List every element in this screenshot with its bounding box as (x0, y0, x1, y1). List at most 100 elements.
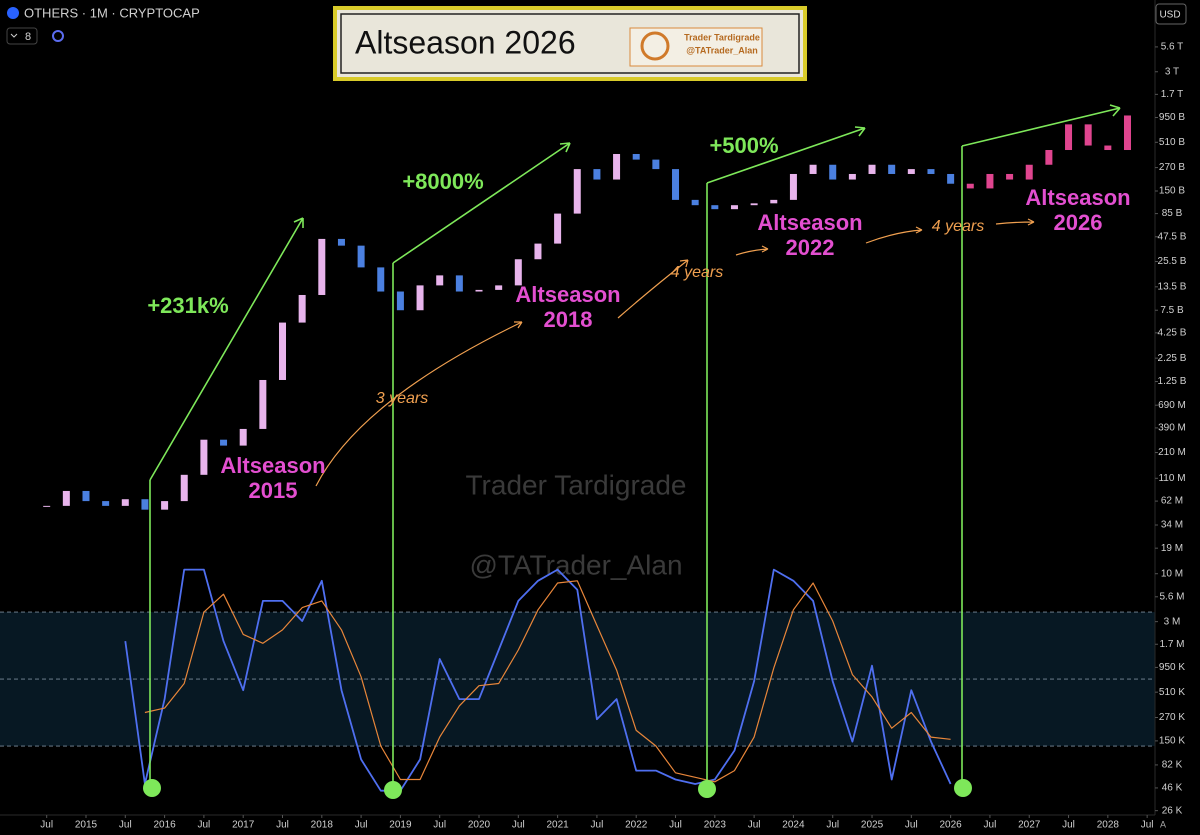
candle (180, 474, 188, 502)
indicator-toggle[interactable] (6, 27, 38, 45)
y-tick-label: 82 K (1162, 760, 1183, 771)
x-tick-label: Jul (355, 820, 368, 831)
candle (298, 294, 306, 323)
candle (1065, 124, 1073, 151)
candle (475, 289, 483, 292)
y-tick-label: 510 K (1159, 687, 1185, 698)
y-tick-label: 34 M (1161, 520, 1183, 531)
logo-icon (640, 31, 670, 61)
y-tick-label: 3 T (1165, 66, 1179, 77)
candle (966, 183, 974, 189)
trend-arrows (149, 104, 1121, 790)
candle (770, 199, 778, 204)
candle (1104, 145, 1112, 151)
y-tick-label: 7.5 B (1160, 305, 1184, 316)
candle (239, 428, 247, 446)
y-tick-label: 1.7 T (1161, 89, 1184, 100)
y-tick-label: 270 K (1159, 712, 1185, 723)
candle (750, 203, 758, 206)
y-tick-label: 46 K (1162, 783, 1183, 794)
candle (947, 173, 955, 184)
y-tick-label: 1.25 B (1158, 376, 1187, 387)
candle (121, 499, 129, 506)
currency: USD (1159, 10, 1180, 21)
candle (613, 153, 621, 180)
y-tick-label: 110 M (1158, 473, 1185, 484)
y-tick-label: 19 M (1161, 543, 1183, 554)
candle (455, 275, 463, 292)
x-tick-label: Jul (905, 820, 918, 831)
candle (357, 245, 365, 268)
x-tick-label: 2026 (940, 820, 963, 831)
time-arrows (315, 218, 1035, 487)
symbol-icon (7, 7, 19, 19)
candle (141, 499, 149, 510)
oscillator-line (124, 568, 952, 792)
x-tick-label: 2017 (232, 820, 255, 831)
x-tick-label: Jul (1141, 820, 1154, 831)
y-tick-label: 270 B (1159, 162, 1185, 173)
x-tick-label: Jul (669, 820, 682, 831)
candle (1045, 150, 1053, 165)
auto-scale[interactable]: A (1160, 819, 1166, 829)
annotation: Altseason (757, 210, 862, 235)
y-tick-label: 4.25 B (1158, 327, 1187, 338)
candle (318, 238, 326, 295)
candle (377, 267, 385, 292)
y-tick-label: 47.5 B (1158, 231, 1187, 242)
x-tick-label: 2015 (75, 820, 98, 831)
candle (1006, 173, 1014, 180)
candle (62, 490, 70, 506)
annotation: 2018 (544, 307, 593, 332)
candle (848, 173, 856, 180)
x-tick-label: 2028 (1097, 820, 1120, 831)
sync-icon[interactable] (52, 30, 64, 42)
x-tick-label: 2020 (468, 820, 491, 831)
arrow (617, 259, 689, 319)
candle (829, 164, 837, 180)
bottom-marker (698, 780, 716, 798)
watermark: @TATrader_Alan (469, 549, 682, 580)
candle (259, 379, 267, 429)
x-tick-label: 2018 (311, 820, 334, 831)
candle (789, 173, 797, 200)
annotation: 2026 (1054, 210, 1103, 235)
logo-handle: @TATrader_Alan (686, 45, 757, 55)
y-tick-label: 150 K (1159, 736, 1185, 747)
annotation: Altseason (220, 453, 325, 478)
y-tick-label: 510 B (1159, 137, 1185, 148)
candle (632, 153, 640, 160)
candle (652, 159, 660, 170)
bottom-marker (954, 779, 972, 797)
arrow (865, 226, 923, 244)
x-tick-label: 2025 (861, 820, 884, 831)
banner-inner (340, 13, 800, 74)
x-tick-label: Jul (826, 820, 839, 831)
candle (396, 291, 404, 311)
y-tick-label: 1.7 M (1159, 639, 1184, 650)
oscillator-line (144, 580, 951, 783)
arrow (392, 142, 571, 264)
x-tick-label: Jul (512, 820, 525, 831)
annotation: +8000% (402, 169, 483, 194)
cycle-line (149, 146, 963, 790)
annotation: Altseason (515, 282, 620, 307)
oscillator-background (0, 611, 1155, 747)
currency-box[interactable] (1155, 3, 1187, 25)
plot (43, 115, 1131, 792)
y-tick-label: 62 M (1161, 496, 1183, 507)
candle (534, 243, 542, 260)
y-tick-label: 950 B (1159, 112, 1185, 123)
annotation: 4 years (932, 218, 984, 235)
arrow (995, 218, 1035, 226)
candle (868, 164, 876, 174)
x-tick-label: 2016 (153, 820, 176, 831)
watermark: Trader Tardigrade (465, 469, 686, 500)
y-tick-label: 3 M (1164, 616, 1181, 627)
x-tick-label: Jul (119, 820, 132, 831)
